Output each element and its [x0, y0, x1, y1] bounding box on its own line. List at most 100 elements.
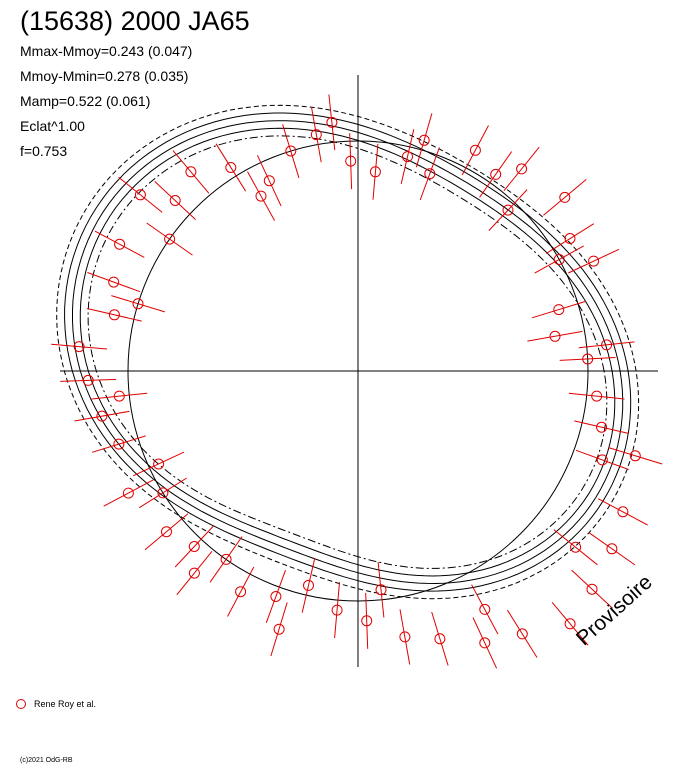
error-bar	[144, 513, 189, 551]
error-bar	[472, 617, 498, 669]
error-bar	[531, 300, 586, 319]
data-point	[361, 615, 373, 627]
data-point	[418, 134, 430, 146]
data-point	[134, 189, 146, 201]
data-point	[582, 353, 594, 365]
error-bar	[74, 410, 130, 422]
error-bar	[377, 561, 385, 618]
error-bar	[527, 330, 583, 342]
error-bar	[265, 570, 286, 623]
error-bar	[488, 189, 528, 231]
error-bar	[571, 569, 613, 609]
data-point	[591, 390, 603, 402]
error-bar	[154, 181, 196, 220]
error-bar	[575, 449, 629, 470]
data-point	[96, 410, 108, 422]
error-bar	[132, 451, 185, 477]
data-point	[606, 543, 618, 555]
error-bar	[503, 146, 540, 192]
error-bar	[91, 435, 146, 453]
data-point	[157, 487, 169, 499]
data-point	[220, 553, 232, 565]
error-bar	[209, 536, 243, 583]
data-point	[326, 116, 338, 128]
legend-circle-icon	[16, 699, 26, 709]
data-point	[188, 567, 200, 579]
data-point	[399, 631, 411, 643]
data-point	[331, 604, 343, 616]
data-point	[479, 637, 491, 649]
error-bar	[349, 133, 353, 190]
data-point	[132, 298, 144, 310]
data-point	[255, 190, 267, 202]
data-point	[303, 579, 314, 591]
error-bar	[608, 447, 663, 465]
error-bar	[256, 155, 282, 207]
fit-curve-outer	[64, 112, 632, 592]
data-point	[549, 330, 561, 342]
error-bar	[172, 150, 210, 194]
data-point	[601, 339, 613, 351]
data-point	[375, 584, 387, 596]
fit-curve	[72, 120, 624, 585]
error-bar	[247, 171, 276, 221]
data-point	[113, 390, 125, 402]
stat-mmax-mmoy: Mmax-Mmoy=0.243 (0.047)	[20, 43, 193, 59]
data-point	[516, 163, 528, 175]
error-bar	[103, 479, 154, 507]
data-point	[263, 175, 275, 187]
error-bar	[91, 392, 148, 400]
error-bar	[551, 601, 589, 646]
error-curve-outer	[56, 104, 640, 600]
data-point	[469, 144, 481, 156]
error-bar	[461, 125, 489, 176]
data-point	[113, 438, 125, 450]
data-point	[164, 233, 176, 245]
error-bar	[588, 532, 636, 566]
error-bar	[94, 230, 145, 258]
error-bar	[574, 420, 630, 434]
legend-label: Rene Roy et al.	[34, 699, 97, 709]
data-point	[553, 254, 565, 265]
data-point	[516, 628, 528, 640]
data-point	[225, 162, 237, 173]
error-bar	[543, 179, 587, 216]
data-point	[153, 458, 165, 470]
error-bar	[479, 151, 513, 198]
error-bar	[578, 341, 635, 349]
error-bar	[568, 248, 620, 274]
error-bar	[471, 584, 499, 635]
data-point	[185, 166, 197, 178]
error-bar	[86, 308, 142, 322]
error-bar	[400, 129, 415, 185]
legend: Rene Roy et al.	[16, 698, 96, 710]
error-bar	[399, 609, 411, 665]
data-point	[270, 591, 282, 602]
error-bar	[60, 378, 117, 382]
error-curve-inner	[87, 135, 608, 569]
data-point	[369, 166, 381, 178]
data-point	[82, 374, 94, 386]
error-bar	[334, 582, 340, 639]
data-point	[161, 526, 172, 538]
stat-f: f=0.753	[20, 143, 68, 159]
error-bar	[176, 550, 213, 596]
error-bar	[372, 143, 379, 200]
error-bar	[431, 611, 449, 666]
chart-title: (15638) 2000 JA65	[20, 6, 250, 36]
data-point	[553, 304, 565, 316]
data-point	[586, 583, 598, 595]
data-point	[588, 255, 600, 267]
data-point	[285, 145, 297, 157]
error-bar	[270, 602, 288, 657]
data-point	[169, 195, 181, 206]
stat-eclat: Eclat^1.00	[20, 118, 85, 134]
data-point	[596, 421, 608, 433]
data-point	[108, 309, 120, 321]
error-bar	[138, 477, 187, 509]
error-bar	[215, 143, 247, 192]
data-point	[402, 151, 413, 163]
error-bar	[328, 94, 336, 151]
error-bar	[597, 498, 648, 526]
data-point	[617, 506, 629, 518]
